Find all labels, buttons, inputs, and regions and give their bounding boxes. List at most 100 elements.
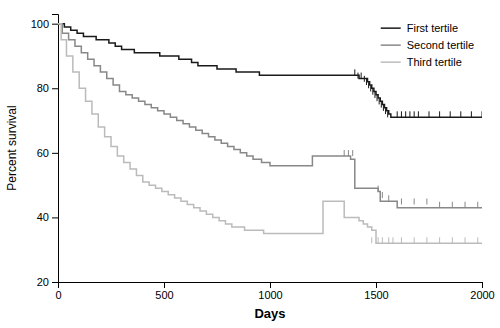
y-tick-mark [52, 282, 58, 283]
x-axis-line [59, 283, 483, 289]
censor-tick [439, 111, 440, 117]
censor-tick [414, 237, 415, 243]
y-tick-label: 60 [37, 147, 49, 159]
x-tick-mark [482, 282, 483, 288]
y-tick: 60 [37, 147, 58, 159]
censor-tick [482, 111, 483, 117]
censor-tick [387, 111, 388, 117]
x-tick-label: 2000 [470, 289, 494, 301]
censor-tick [352, 150, 353, 156]
x-tick-label: 1500 [364, 289, 388, 301]
y-tick-mark [52, 217, 58, 218]
y-axis-line [52, 15, 59, 283]
legend-item: Third tertile [381, 56, 462, 68]
survival-curve [58, 24, 482, 244]
censor-tick [460, 111, 461, 117]
censor-tick [392, 237, 393, 243]
censor-tick [372, 89, 373, 95]
censor-tick [452, 237, 453, 243]
censor-tick [414, 111, 415, 117]
censor-tick [401, 237, 402, 243]
y-axis-title: Percent survival [5, 105, 19, 190]
y-tick: 40 [37, 211, 58, 223]
censor-tick [366, 79, 367, 85]
censor-tick [348, 150, 349, 156]
x-tick-mark [270, 282, 271, 288]
censor-tick [429, 111, 430, 117]
censor-tick [401, 199, 402, 205]
censor-tick [382, 192, 383, 198]
x-tick-label: 1000 [258, 289, 282, 301]
censor-tick [439, 202, 440, 208]
censor-tick [379, 98, 380, 104]
y-tick-label: 80 [37, 82, 49, 94]
y-tick-mark [52, 153, 58, 154]
survival-curve [58, 24, 482, 208]
censor-tick [426, 199, 427, 205]
censor-tick [344, 150, 345, 156]
censor-tick [409, 111, 410, 117]
x-axis: 0 500 1000 1500 2000 [55, 282, 494, 301]
legend-swatch [381, 61, 401, 63]
y-tick-mark [52, 24, 58, 25]
x-tick: 0 [55, 282, 61, 301]
censor-tick [439, 237, 440, 243]
censor-tick [388, 237, 389, 243]
censor-tick [477, 202, 478, 208]
x-axis-title: Days [254, 306, 285, 321]
censor-tick [383, 105, 384, 111]
censor-tick [354, 69, 355, 75]
chart: 0 500 1000 1500 2000 20 40 60 80 100 Days Percent s… [0, 0, 500, 328]
y-axis: 20 40 60 80 100 [31, 15, 59, 289]
x-tick: 2000 [470, 282, 494, 301]
y-tick-label: 20 [37, 276, 49, 288]
y-tick-label: 100 [31, 18, 49, 30]
legend-label: Second tertile [407, 39, 474, 51]
censor-tick [477, 237, 478, 243]
legend: First tertile Second tertile Third tertile [381, 22, 474, 68]
legend-swatch [381, 44, 401, 46]
x-tick: 1500 [364, 282, 388, 301]
censor-tick [401, 111, 402, 117]
censor-tick [378, 186, 379, 192]
censor-tick [418, 111, 419, 117]
censor-tick [426, 237, 427, 243]
censor-tick [397, 111, 398, 117]
censor-tick [450, 111, 451, 117]
censor-tick [378, 237, 379, 243]
censor-tick [357, 73, 358, 79]
censor-tick [452, 202, 453, 208]
censor-tick [364, 76, 365, 82]
x-tick-mark [376, 282, 377, 288]
censor-tick [374, 92, 375, 98]
y-tick-mark [52, 88, 58, 89]
censor-tick [377, 95, 378, 101]
censor-tick [414, 199, 415, 205]
censor-tick [465, 237, 466, 243]
censor-tick [385, 108, 386, 114]
censor-tick [371, 237, 372, 243]
censor-tick [381, 102, 382, 108]
censor-tick [361, 73, 362, 79]
y-tick: 100 [31, 18, 58, 30]
legend-item: Second tertile [381, 39, 474, 51]
x-tick-label: 0 [55, 289, 61, 301]
y-tick-label: 40 [37, 211, 49, 223]
legend-item: First tertile [381, 22, 458, 34]
y-tick: 20 [37, 276, 58, 288]
plot-area [58, 24, 482, 244]
legend-label: Third tertile [407, 56, 462, 68]
x-tick: 1000 [258, 282, 282, 301]
censor-tick [388, 195, 389, 201]
censor-tick [405, 111, 406, 117]
censor-tick [382, 237, 383, 243]
x-tick: 500 [155, 282, 173, 301]
x-tick-label: 500 [155, 289, 173, 301]
censor-tick [465, 202, 466, 208]
censor-tick [368, 82, 369, 88]
censor-tick [471, 111, 472, 117]
y-tick: 80 [37, 82, 58, 94]
censor-tick [370, 85, 371, 91]
legend-label: First tertile [407, 22, 458, 34]
legend-swatch [381, 27, 401, 29]
